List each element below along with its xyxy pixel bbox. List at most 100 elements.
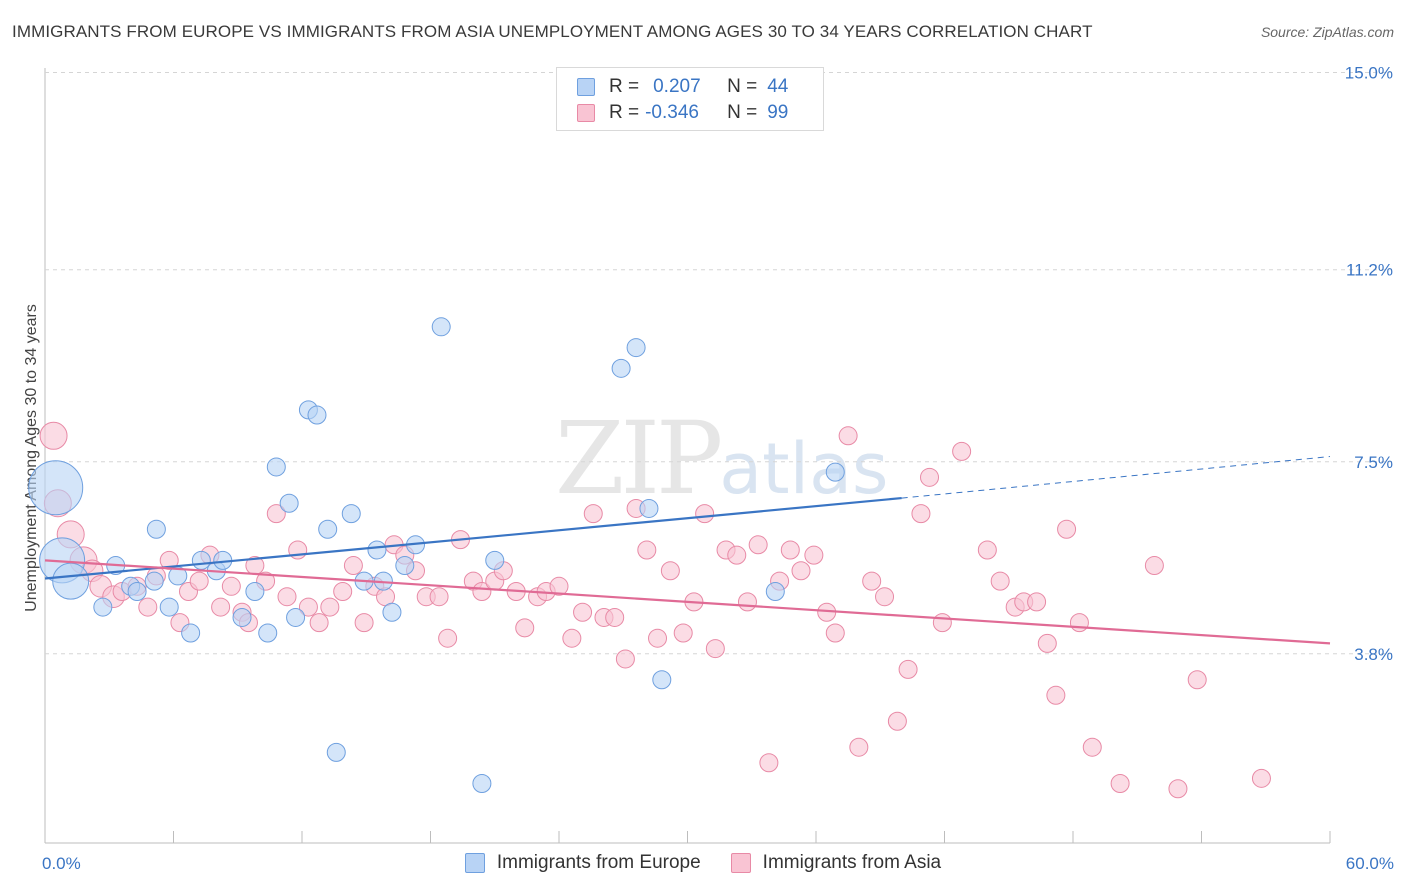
y-tick-label: 11.2% — [1346, 261, 1393, 280]
asia-point — [266, 504, 286, 524]
asia-point — [911, 504, 931, 524]
asia-point — [637, 540, 657, 560]
europe-point — [28, 460, 84, 516]
europe-n-label: N = — [727, 76, 758, 97]
asia-point — [333, 582, 353, 601]
asia-point — [673, 623, 693, 643]
asia-n-label: N = — [727, 102, 758, 123]
europe-trend-extension — [901, 456, 1331, 499]
europe-n-value: 44 — [767, 76, 789, 97]
asia-point — [309, 613, 329, 633]
asia-point — [804, 545, 824, 565]
asia-point — [759, 753, 779, 773]
europe-point — [258, 623, 278, 643]
europe-trend-line — [44, 496, 902, 580]
asia-n-value: 99 — [767, 102, 789, 123]
europe-point — [93, 597, 113, 617]
europe-point — [395, 556, 415, 576]
y-axis-label: Unemployment Among Ages 30 to 34 years — [23, 304, 40, 612]
europe-point — [825, 462, 845, 482]
watermark-atlas: atlas — [719, 428, 889, 510]
legend-row-asia: R = -0.346 N = 99 — [577, 101, 788, 125]
asia-point — [1082, 737, 1102, 757]
asia-point — [583, 504, 603, 524]
legend-item-europe[interactable]: Immigrants from Europe — [464, 852, 701, 874]
europe-point — [485, 550, 505, 570]
asia-point — [1251, 768, 1271, 788]
asia-point — [648, 628, 668, 648]
europe-point — [367, 540, 387, 560]
asia-point — [1046, 685, 1066, 705]
asia-point — [573, 602, 593, 622]
asia-legend-label: Immigrants from Asia — [762, 852, 942, 873]
asia-point — [920, 467, 940, 487]
europe-point — [765, 582, 785, 601]
europe-point — [382, 602, 402, 622]
asia-point — [780, 540, 800, 560]
europe-point — [639, 498, 659, 518]
asia-point — [887, 711, 907, 731]
asia-point — [1037, 633, 1057, 653]
legend-item-asia[interactable]: Immigrants from Asia — [730, 852, 942, 874]
europe-point — [127, 582, 147, 601]
asia-point — [1144, 556, 1164, 576]
chart-title: IMMIGRANTS FROM EUROPE VS IMMIGRANTS FRO… — [12, 22, 1093, 41]
asia-point — [562, 628, 582, 648]
asia-swatch — [577, 104, 595, 122]
europe-point — [611, 358, 631, 378]
asia-point — [990, 571, 1010, 591]
asia-trend-line — [44, 559, 1331, 645]
europe-r-label: R = — [609, 76, 640, 97]
asia-point — [354, 613, 374, 633]
europe-point — [266, 457, 286, 477]
asia-point — [705, 639, 725, 659]
asia-point — [1187, 670, 1207, 690]
asia-point — [605, 607, 625, 627]
europe-legend-label: Immigrants from Europe — [496, 852, 701, 873]
x-tick-label: 60.0% — [1346, 854, 1394, 873]
asia-point — [615, 649, 635, 669]
asia-point — [1069, 613, 1089, 633]
europe-point — [181, 623, 201, 643]
asia-r-label: R = — [609, 102, 640, 123]
asia-point — [791, 561, 811, 581]
asia-point — [277, 587, 297, 607]
europe-point — [146, 519, 166, 539]
asia-point — [737, 592, 757, 612]
europe-point — [626, 338, 646, 358]
x-tick-label: 0.0% — [42, 854, 81, 873]
asia-point — [825, 623, 845, 643]
europe-point — [245, 582, 265, 601]
asia-point — [898, 659, 918, 679]
source-label: Source: ZipAtlas.com — [1260, 24, 1394, 40]
series-legend: Immigrants from Europe Immigrants from A… — [0, 852, 1406, 874]
asia-point — [695, 504, 715, 524]
asia-point — [472, 582, 492, 601]
asia-point — [875, 587, 895, 607]
europe-swatch — [577, 78, 595, 96]
europe-point — [307, 405, 327, 425]
watermark-zip: ZIP — [555, 400, 723, 517]
asia-point — [438, 628, 458, 648]
asia-point — [298, 597, 318, 617]
asia-point — [320, 597, 340, 617]
asia-point — [952, 441, 972, 461]
europe-point — [52, 562, 90, 600]
asia-point — [862, 571, 882, 591]
europe-point — [159, 597, 179, 617]
europe-point — [144, 571, 164, 591]
asia-point — [838, 426, 858, 446]
europe-point — [652, 670, 672, 690]
asia-r-value: -0.346 — [645, 102, 699, 123]
asia-point — [429, 587, 449, 607]
asia-point — [849, 737, 869, 757]
asia-point — [39, 421, 68, 450]
asia-point — [1057, 519, 1077, 539]
europe-r-value: 0.207 — [653, 76, 701, 97]
asia-point — [221, 576, 241, 596]
watermark: ZIPatlas — [555, 400, 888, 517]
correlation-legend: R = 0.207 N = 44 R = -0.346 N = 99 — [556, 67, 824, 131]
asia-point — [138, 597, 158, 617]
europe-point — [191, 550, 211, 570]
